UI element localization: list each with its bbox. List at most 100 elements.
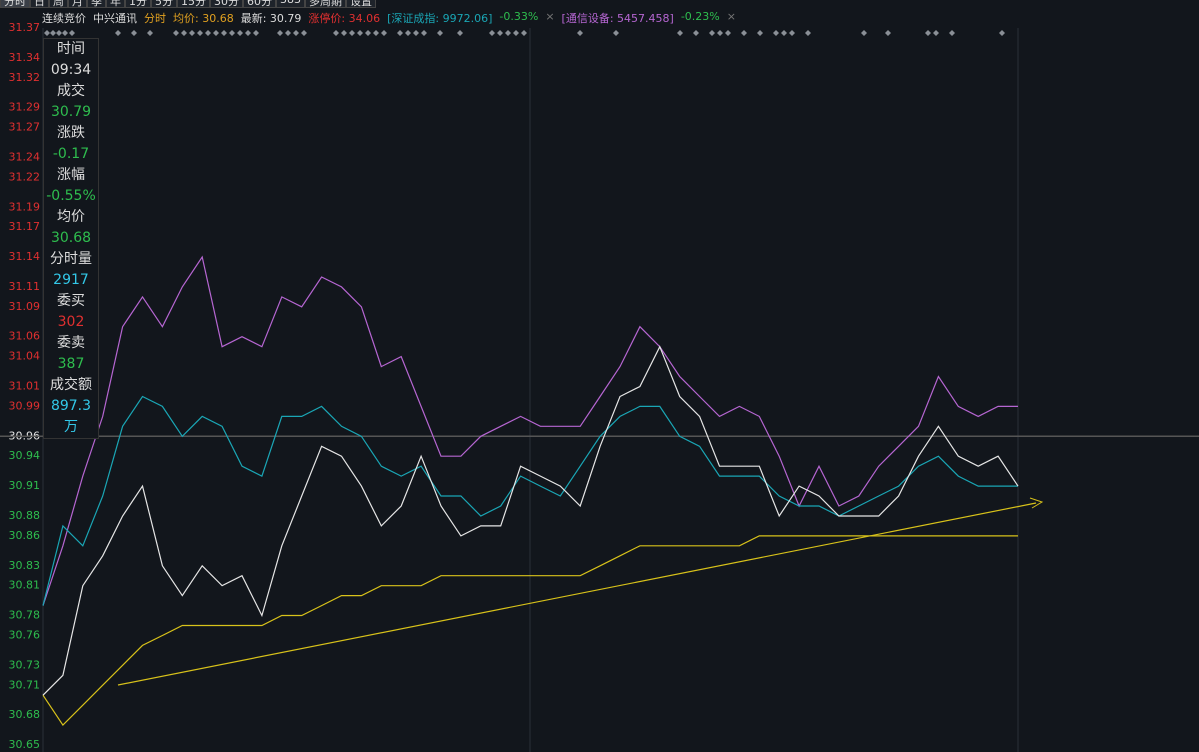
y-tick-label: 30.78 [9,609,41,622]
panel-label: 分时量 [50,251,92,267]
marker [293,30,299,36]
tab[interactable]: 383 [276,0,305,8]
price-line [42,535,1018,727]
y-tick-label: 31.34 [9,51,41,64]
marker [505,30,511,36]
panel-label: 涨跌 [57,125,85,141]
marker [437,30,443,36]
tab[interactable]: 年 [106,0,125,8]
y-tick-label: 30.71 [9,678,41,691]
y-tick-label: 31.17 [9,220,41,233]
marker [50,30,56,36]
marker [457,30,463,36]
marker [197,30,203,36]
panel-label: 时间 [57,41,85,57]
panel-label: 成交 [57,83,85,99]
avg: 均价: 30.68 [173,12,234,25]
y-tick-label: 31.37 [9,21,41,34]
marker [181,30,187,36]
marker [757,30,763,36]
marker [513,30,519,36]
tab[interactable]: 60分 [243,0,276,8]
marker [933,30,939,36]
y-tick-label: 30.91 [9,479,41,492]
marker [245,30,251,36]
tab[interactable]: 1分 [125,0,151,8]
marker [413,30,419,36]
marker [213,30,219,36]
price-line [42,255,1018,606]
tab[interactable]: 多周期 [305,0,346,8]
price-line [42,345,1019,696]
tab[interactable]: 月 [68,0,87,8]
tab[interactable]: 周 [49,0,68,8]
y-tick-label: 31.19 [9,200,41,213]
marker [62,30,68,36]
panel-label: 委卖 [57,335,85,351]
tab[interactable]: 季 [87,0,106,8]
marker [229,30,235,36]
tab[interactable]: 5分 [151,0,177,8]
marker [237,30,243,36]
y-tick-label: 31.06 [9,330,41,343]
last: 最新: 30.79 [240,12,302,25]
marker [147,30,153,36]
marker [405,30,411,36]
panel-value: -0.55% [46,188,96,204]
header: 连续竞价 中兴通讯 分时 均价: 30.68 最新: 30.79 涨停价: 34… [42,10,736,26]
marker [373,30,379,36]
tab[interactable]: 分时 [0,0,30,8]
marker [301,30,307,36]
period-tabs: 分时日周月季年1分5分15分30分60分383多周期设置 [0,0,376,8]
marker [489,30,495,36]
marker [709,30,715,36]
y-tick-label: 30.73 [9,658,41,671]
tab[interactable]: 30分 [210,0,243,8]
marker [949,30,955,36]
y-tick-label: 30.81 [9,579,41,592]
tab[interactable]: 设置 [346,0,376,8]
y-tick-label: 30.76 [9,628,41,641]
marker [349,30,355,36]
panel-value: 2917 [53,272,89,288]
y-tick-label: 31.29 [9,101,41,114]
marker [925,30,931,36]
price-line [42,395,1018,606]
close[interactable]: × [726,10,736,23]
panel-label: 成交额 [50,377,92,393]
marker [285,30,291,36]
tab[interactable]: 15分 [177,0,210,8]
mode: 连续竞价 [42,12,86,25]
index: [深证成指: 9972.06] [387,12,493,25]
marker [381,30,387,36]
panel-value: 387 [57,356,85,372]
marker [277,30,283,36]
y-tick-label: 31.14 [9,250,41,263]
panel-value: 09:34 [50,62,92,78]
marker [805,30,811,36]
marker [693,30,699,36]
close[interactable]: × [545,10,555,23]
marker [717,30,723,36]
limit: 涨停价: 34.06 [308,12,381,25]
tab[interactable]: 日 [30,0,49,8]
marker [677,30,683,36]
trend-arrow [1029,497,1044,509]
marker [115,30,121,36]
y-tick-label: 31.11 [9,280,41,293]
marker [131,30,137,36]
marker [173,30,179,36]
panel-value: 302 [57,314,85,330]
marker [69,30,75,36]
marker [885,30,891,36]
marker [205,30,211,36]
y-tick-label: 30.86 [9,529,41,542]
stock-name: 中兴通讯 [93,12,137,25]
y-tick-label: 31.24 [9,150,41,163]
panel-label: 均价 [57,209,85,225]
y-tick-label: 31.22 [9,170,41,183]
y-tick-label: 30.88 [9,509,41,522]
y-tick-label: 31.01 [9,380,41,393]
